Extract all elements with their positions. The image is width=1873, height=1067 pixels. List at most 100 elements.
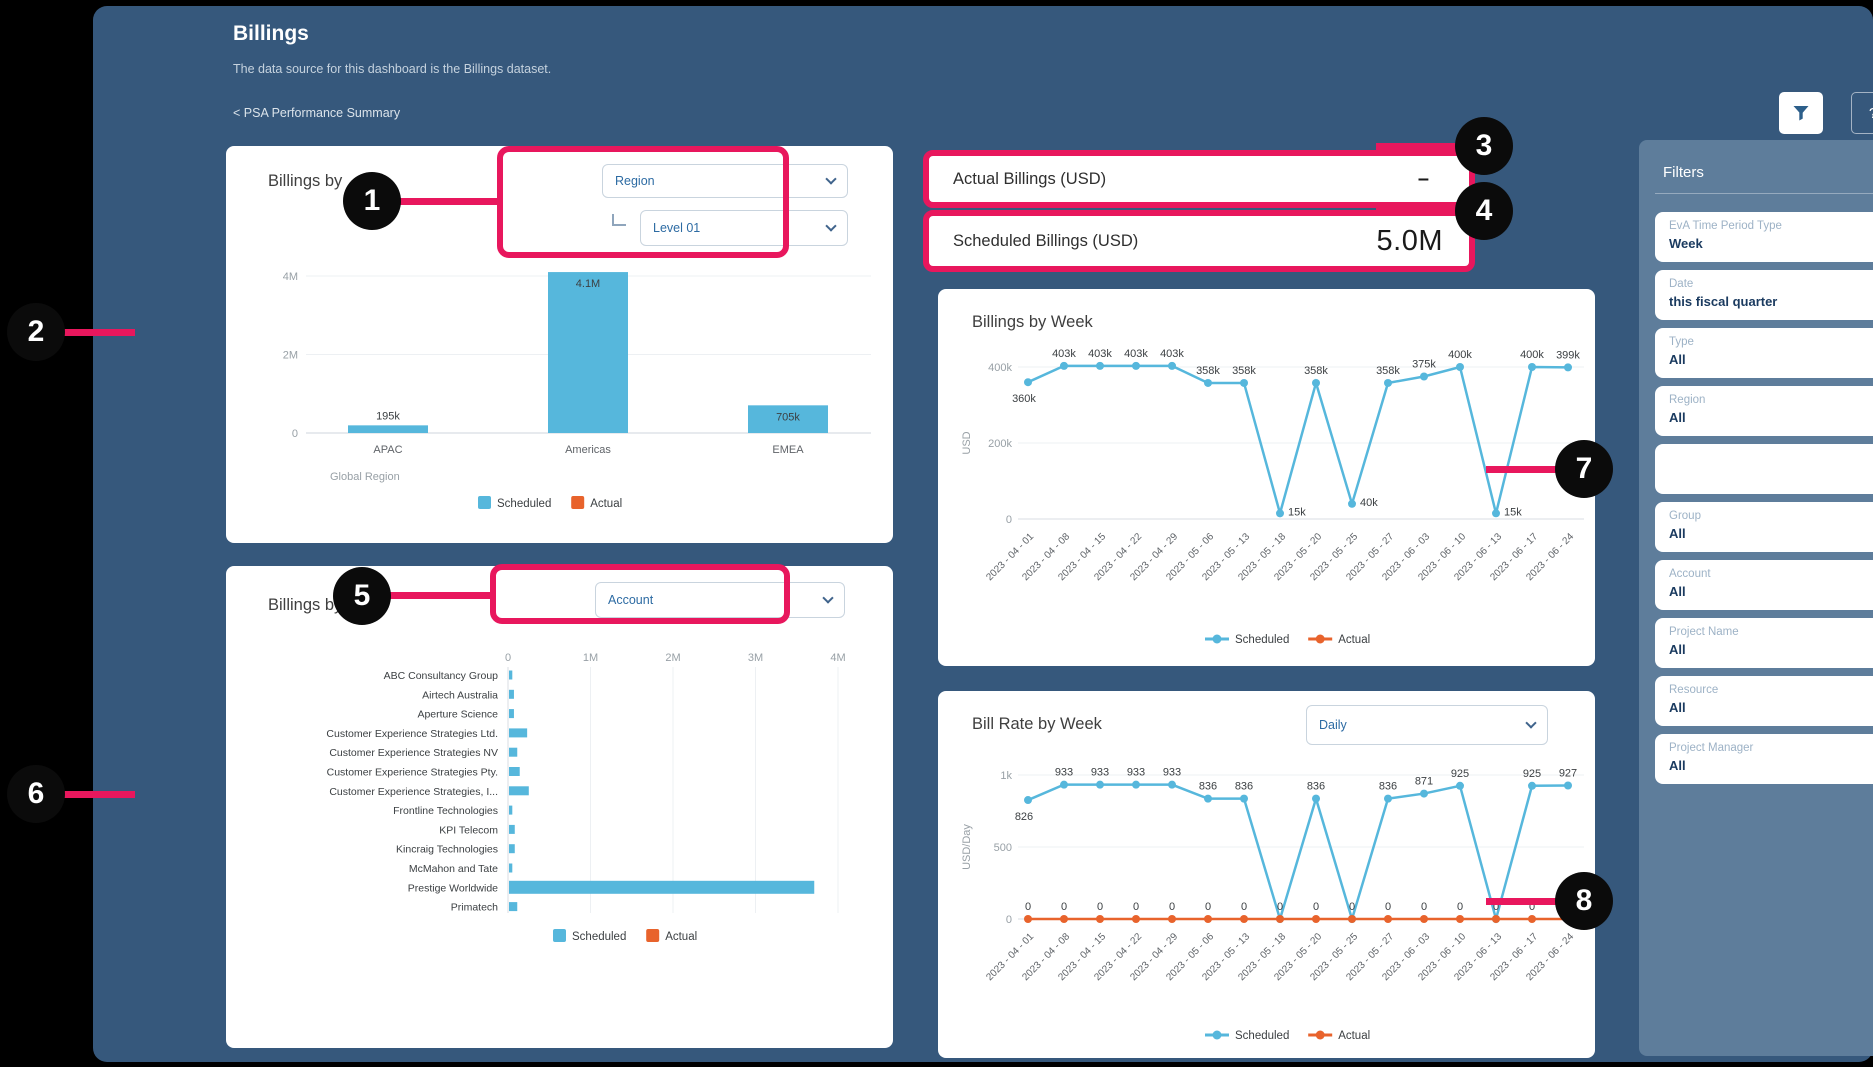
help-icon: ? [1869,105,1873,122]
svg-text:360k: 360k [1012,393,1036,405]
svg-text:EMEA: EMEA [772,444,804,456]
svg-text:933: 933 [1055,767,1073,779]
filter-value: Week [1669,235,1703,251]
filter-label: Date [1669,278,1694,290]
filter-label: Project Manager [1669,742,1754,754]
svg-text:Actual: Actual [1338,1030,1370,1042]
filter-date[interactable]: Date this fiscal quarter [1655,270,1873,320]
svg-text:McMahon and Tate: McMahon and Tate [409,863,498,875]
back-link[interactable]: < PSA Performance Summary [233,106,401,120]
svg-text:933: 933 [1127,767,1145,779]
region-dropdown-value: Region [615,174,655,188]
svg-text:Kincraig Technologies: Kincraig Technologies [396,844,498,856]
chevron-down-icon [822,592,834,604]
svg-text:195k: 195k [376,410,400,422]
callout-7: 7 [1555,440,1613,498]
svg-text:Customer Experience Strategies: Customer Experience Strategies Ltd. [326,728,498,740]
svg-text:Airtech Australia: Airtech Australia [422,689,498,701]
svg-text:200k: 200k [988,438,1012,450]
divider [1655,193,1873,194]
svg-text:0: 0 [1133,901,1139,913]
svg-text:0: 0 [1006,914,1012,926]
bill-rate-by-week-title: Bill Rate by Week [972,715,1102,733]
filter-type[interactable]: Type All [1655,328,1873,378]
callout-4: 4 [1455,182,1513,240]
svg-text:0: 0 [1205,901,1211,913]
filter-label: Account [1669,568,1711,580]
region-dimension-dropdown[interactable]: Region [602,164,848,198]
filter-value: All [1669,409,1686,425]
filter-label: Type [1669,336,1694,348]
svg-text:0: 0 [1529,901,1535,913]
callout-2: 2 [7,303,65,361]
scheduled-billings-kpi: Scheduled Billings (USD) 5.0M [923,210,1475,272]
account-dimension-dropdown[interactable]: Account [595,582,845,618]
svg-text:Americas: Americas [565,444,611,456]
svg-text:399k: 399k [1556,349,1580,361]
svg-text:Actual: Actual [665,931,697,943]
filter-value: All [1669,641,1686,657]
filters-heading: Filters [1663,164,1704,181]
filter-value: All [1669,757,1686,773]
dashboard-window: Billings The data source for this dashbo… [93,6,1873,1062]
filter-project-manager[interactable]: Project Manager All [1655,734,1873,784]
billings-by-region-chart: 0 2M 4M 195k APAC 4.1M Americas 705k EMEA Global … [283,271,871,510]
svg-text:Global Region: Global Region [330,471,400,483]
callout-5: 5 [333,567,391,625]
svg-text:836: 836 [1199,781,1217,793]
actual-billings-value: – [1417,167,1429,190]
billings-by-region-card: Billings by Region Level 01 0 2M 4M 195k APA… [226,146,893,543]
svg-text:Scheduled: Scheduled [1235,634,1289,646]
billings-by-account-chart: 0 1M 2M 3M 4M ABC Consultancy Group Airtech Au… [326,652,845,943]
svg-text:Scheduled: Scheduled [1235,1030,1289,1042]
level-dropdown-value: Level 01 [653,221,701,235]
filter-label: EvA Time Period Type [1669,220,1782,232]
filter-eva-time-period-type[interactable]: EvA Time Period Type Week [1655,212,1873,262]
level-dropdown[interactable]: Level 01 [640,210,848,246]
filter-toggle-button[interactable] [1779,92,1823,134]
svg-text:500: 500 [994,842,1012,854]
svg-text:0: 0 [1385,901,1391,913]
filter-account[interactable]: Account All [1655,560,1873,610]
svg-text:Prestige Worldwide: Prestige Worldwide [408,882,498,894]
svg-text:Actual: Actual [1338,634,1370,646]
billings-by-account-card: Billings by Account 0 1M 2M 3M 4M ABC Consult… [226,566,893,1048]
svg-text:0: 0 [1006,514,1012,526]
chevron-down-icon [1525,717,1537,729]
filter-hidden[interactable] [1655,444,1873,494]
billings-by-week-card: Billings by Week 0 200k 400k USD 2023 - 04 -… [938,289,1595,666]
svg-text:15k: 15k [1288,506,1306,518]
svg-text:375k: 375k [1412,359,1436,371]
filter-group[interactable]: Group All [1655,502,1873,552]
callout-3: 3 [1455,117,1513,175]
svg-text:Aperture Science: Aperture Science [417,709,498,721]
actual-billings-kpi: Actual Billings (USD) – [923,150,1475,208]
filter-resource[interactable]: Resource All [1655,676,1873,726]
filter-project-name[interactable]: Project Name All [1655,618,1873,668]
filter-value: All [1669,525,1686,541]
svg-text:933: 933 [1091,767,1109,779]
svg-text:836: 836 [1307,781,1325,793]
filter-region[interactable]: Region All [1655,386,1873,436]
help-button[interactable]: ? [1851,92,1873,134]
granularity-dropdown[interactable]: Daily [1306,705,1548,745]
svg-text:1k: 1k [1000,770,1012,782]
granularity-dropdown-value: Daily [1319,718,1347,732]
svg-text:400k: 400k [1448,349,1472,361]
svg-text:0: 0 [1061,901,1067,913]
svg-text:836: 836 [1235,781,1253,793]
chevron-down-icon [825,173,837,185]
filters-panel: Filters EvA Time Period Type Week Date this… [1639,140,1873,1056]
svg-text:0: 0 [1349,901,1355,913]
svg-text:705k: 705k [776,411,800,423]
chevron-down-icon [825,220,837,232]
svg-text:933: 933 [1163,767,1181,779]
callout-6: 6 [7,765,65,823]
svg-text:358k: 358k [1232,365,1256,377]
svg-text:4.1M: 4.1M [576,278,600,290]
svg-text:403k: 403k [1052,348,1076,360]
filter-list: EvA Time Period Type Week Date this fiscal … [1655,212,1873,784]
svg-text:Scheduled: Scheduled [497,498,551,510]
